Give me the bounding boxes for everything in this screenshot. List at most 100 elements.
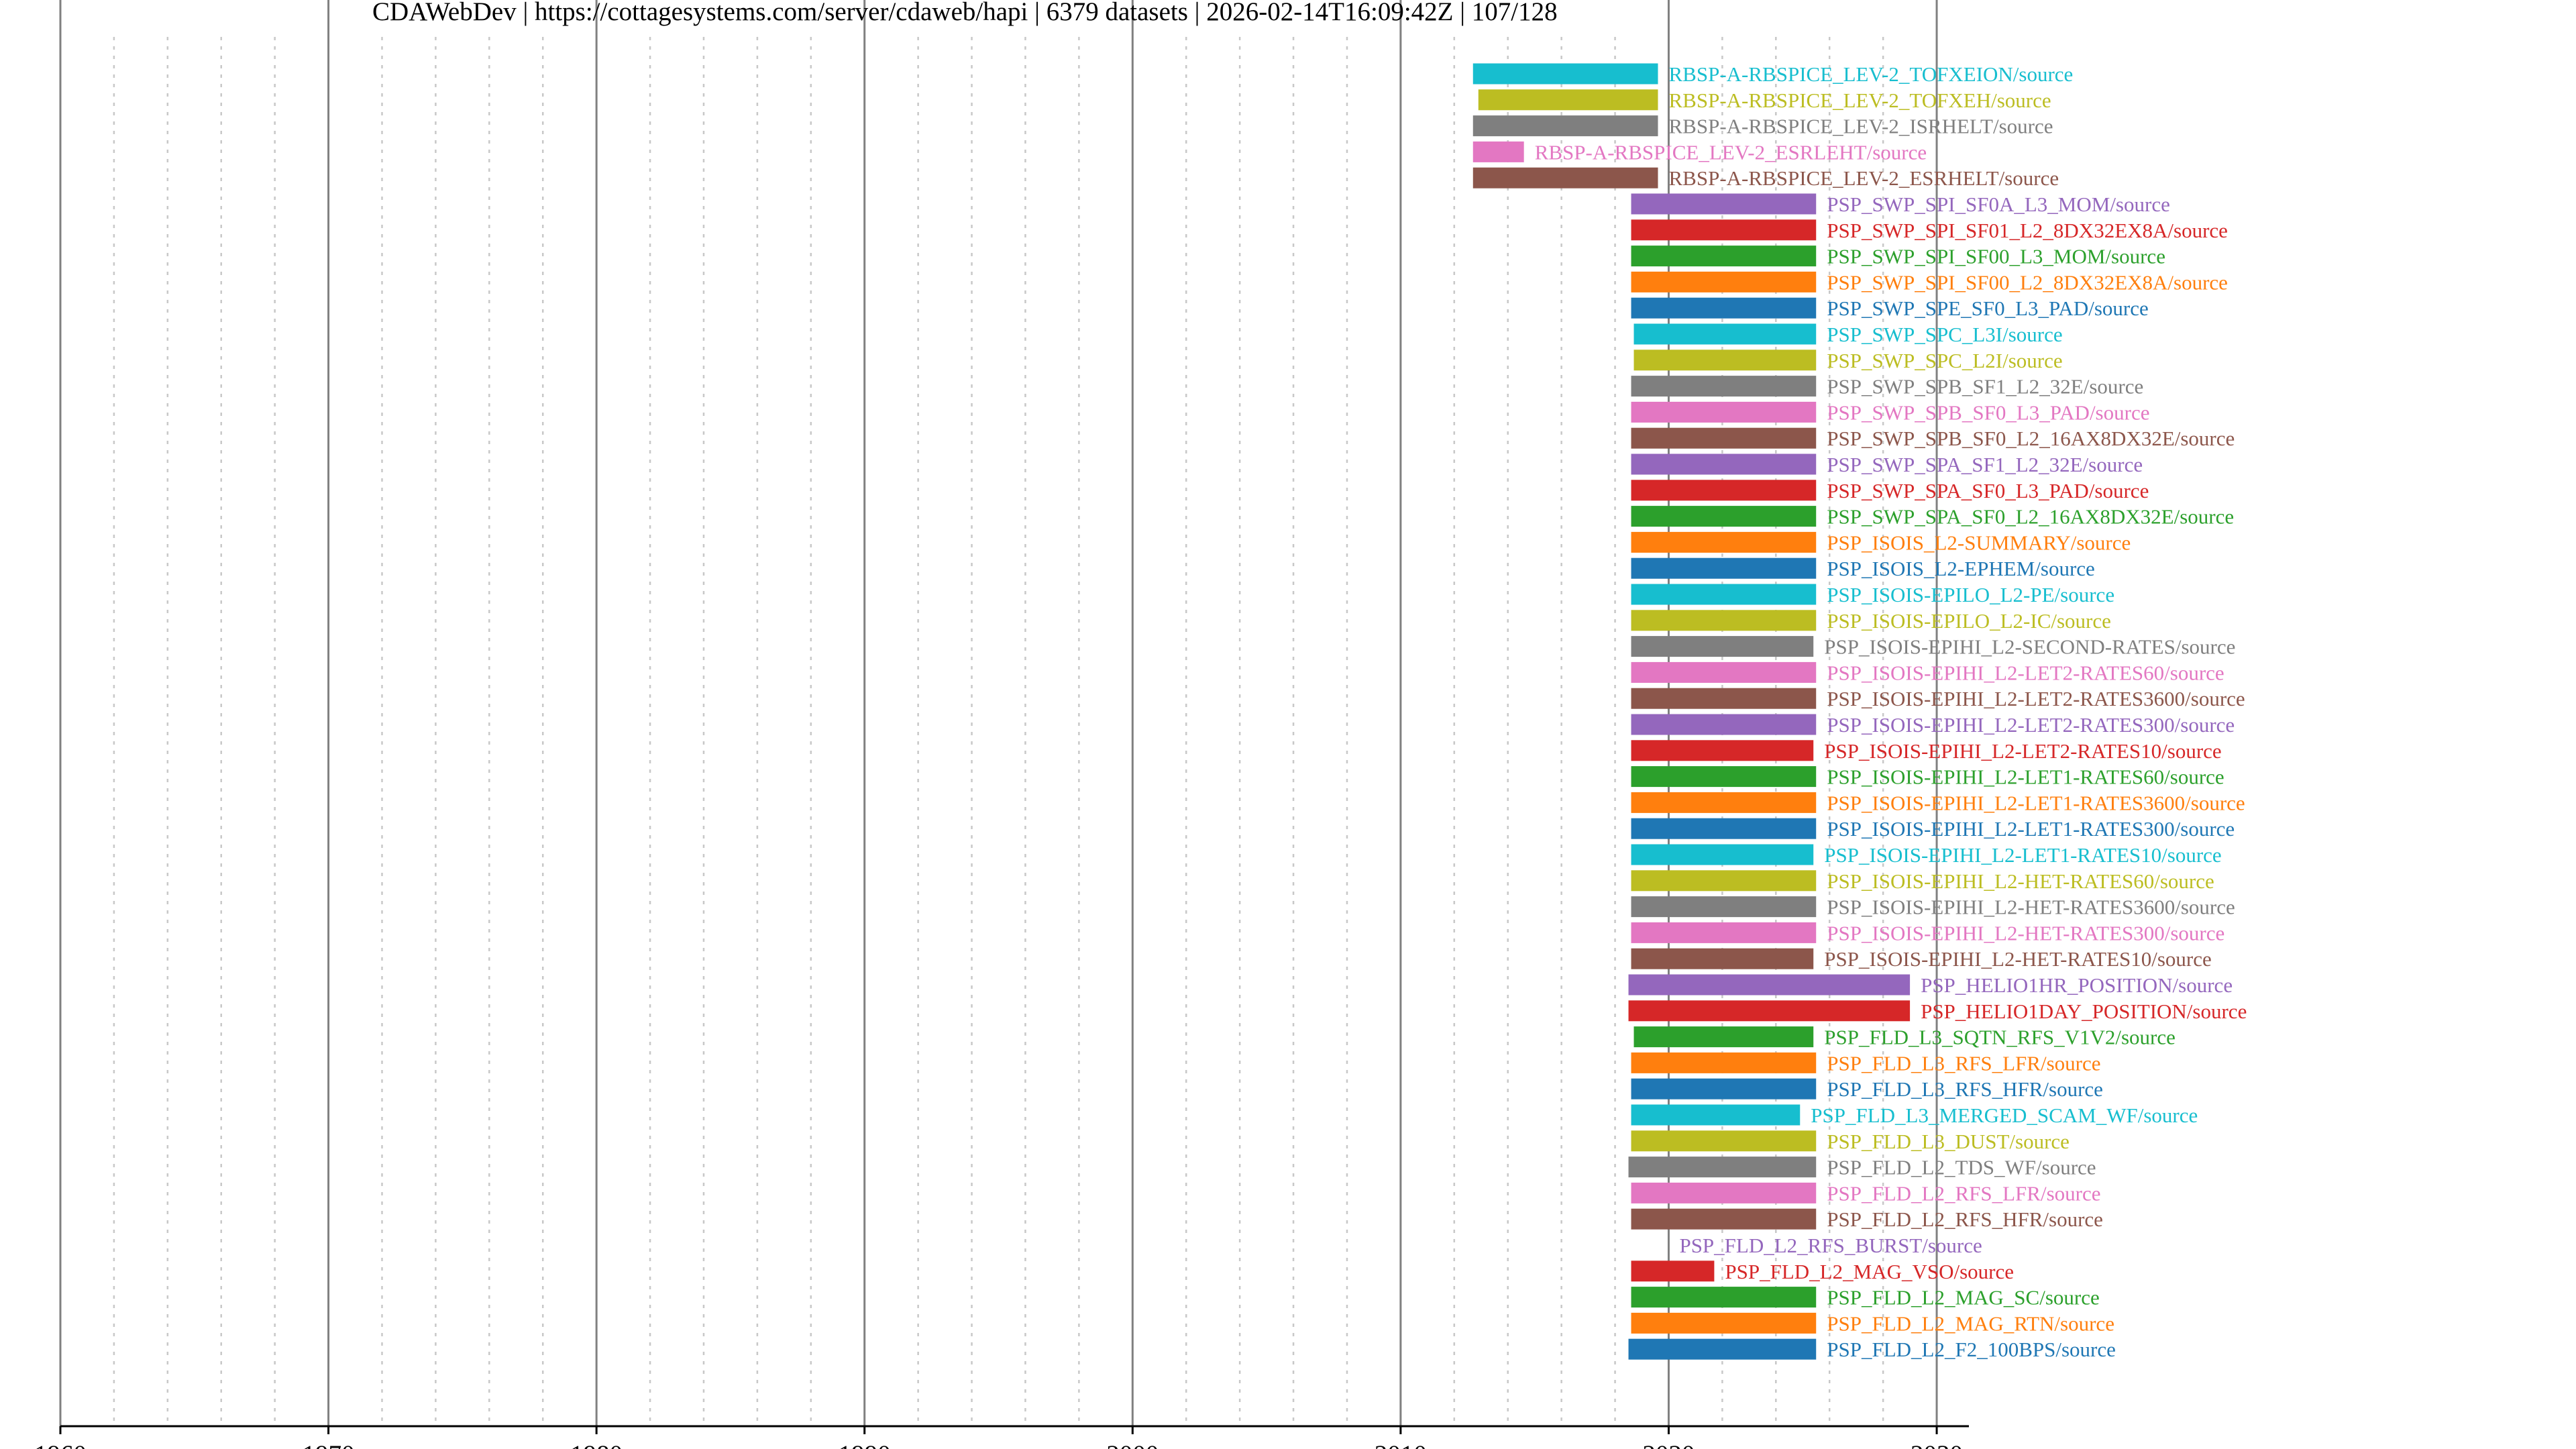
dataset-label: PSP_FLD_L3_RFS_HFR/source [1827,1077,2103,1101]
dataset-bar [1631,1052,1817,1073]
dataset-bar [1631,870,1817,892]
dataset-label: PSP_ISOIS-EPIHI_L2-LET1-RATES10/source [1824,843,2221,867]
dataset-label: PSP_FLD_L2_RFS_LFR/source [1827,1181,2100,1205]
dataset-bar [1631,1260,1715,1282]
x-axis: 1960 1970 1980 1990 2000 2010 2020 2030 [34,1425,1969,1449]
dataset-bar [1631,1208,1817,1230]
dataset-label: PSP_ISOIS_L2-SUMMARY/source [1827,531,2131,554]
dataset-label: PSP_SWP_SPB_SF1_L2_32E/source [1827,375,2143,398]
dataset-label: PSP_SWP_SPI_SF00_L3_MOM/source [1827,245,2165,268]
dataset-bar [1631,427,1817,449]
dataset-label: PSP_ISOIS-EPIHI_L2-LET2-RATES3600/source [1827,687,2245,710]
dataset-label: PSP_SWP_SPA_SF0_L2_16AX8DX32E/source [1827,505,2234,529]
dataset-label: PSP_FLD_L3_MERGED_SCAM_WF/source [1811,1104,2198,1127]
dataset-bar [1631,766,1817,788]
dataset-bar [1631,818,1817,839]
dataset-label: RBSP-A-RBSPICE_LEV-2_ESRLEHT/source [1535,140,1927,164]
dataset-label: RBSP-A-RBSPICE_LEV-2_TOFXEH/source [1668,89,2051,112]
dataset-bar [1631,1130,1817,1152]
dataset-label: PSP_ISOIS-EPIHI_L2-HET-RATES60/source [1827,869,2214,893]
dataset-label: PSP_SWP_SPB_SF0_L2_16AX8DX32E/source [1827,427,2235,450]
dataset-label: PSP_ISOIS-EPIHI_L2-HET-RATES300/source [1827,921,2224,945]
dataset-label: PSP_FLD_L3_RFS_LFR/source [1827,1051,2100,1075]
dataset-bar [1631,246,1817,267]
dataset-bar [1631,792,1817,813]
dataset-bar [1631,584,1817,605]
dataset-bar [1631,844,1814,865]
dataset-bar [1472,141,1524,162]
dataset-label: PSP_HELIO1HR_POSITION/source [1921,973,2233,997]
x-tick-label: 1990 [839,1440,891,1449]
dataset-bar [1631,453,1817,475]
dataset-bar [1631,401,1817,423]
dataset-bar [1631,896,1817,918]
dataset-bar [1631,688,1817,709]
dataset-bar [1631,610,1817,631]
dataset-label: RBSP-A-RBSPICE_LEV-2_ISRHELT/source [1668,115,2053,138]
dataset-bar [1631,480,1817,501]
bars [1472,63,1911,1360]
dataset-label: PSP_FLD_L3_DUST/source [1827,1130,2070,1153]
dataset-label: PSP_FLD_L2_F2_100BPS/source [1827,1338,2116,1361]
dataset-label: PSP_ISOIS-EPIHI_L2-LET2-RATES10/source [1824,739,2221,763]
dataset-label: PSP_ISOIS-EPIHI_L2-LET1-RATES60/source [1827,765,2224,789]
dataset-label: PSP_ISOIS_L2-EPHEM/source [1827,557,2095,580]
chart-title: CDAWebDev | https://cottagesystems.com/s… [372,0,1558,26]
dataset-label: PSP_ISOIS-EPIHI_L2-SECOND-RATES/source [1824,635,2235,659]
dataset-label: PSP_FLD_L2_RFS_HFR/source [1827,1208,2103,1231]
grid [59,0,1938,1426]
dataset-bar [1631,922,1817,943]
dataset-label: PSP_FLD_L2_MAG_VSO/source [1725,1260,2014,1283]
dataset-label: PSP_HELIO1DAY_POSITION/source [1921,1000,2247,1023]
bar-labels: RBSP-A-RBSPICE_LEV-2_TOFXEION/source RBSP… [1535,62,2247,1361]
x-tick-label: 1970 [303,1440,355,1449]
dataset-label: PSP_SWP_SPA_SF1_L2_32E/source [1827,453,2143,476]
dataset-label: PSP_FLD_L2_RFS_BURST/source [1679,1234,1982,1257]
x-tick-label: 2000 [1106,1440,1159,1449]
dataset-bar [1631,661,1817,683]
dataset-label: PSP_SWP_SPA_SF0_L3_PAD/source [1827,479,2149,502]
dataset-label: PSP_SWP_SPI_SF00_L2_8DX32EX8A/source [1827,270,2228,294]
dataset-bar [1631,506,1817,527]
dataset-bar [1631,948,1814,969]
dataset-label: PSP_FLD_L2_MAG_SC/source [1827,1286,2100,1309]
dataset-bar [1628,974,1911,996]
dataset-bar [1631,531,1817,553]
dataset-label: PSP_SWP_SPE_SF0_L3_PAD/source [1827,297,2149,320]
dataset-label: PSP_SWP_SPC_L2I/source [1827,349,2062,372]
dataset-bar [1478,89,1658,111]
dataset-bar [1631,297,1817,319]
dataset-label: RBSP-A-RBSPICE_LEV-2_TOFXEION/source [1668,62,2073,86]
dataset-bar [1631,271,1817,292]
dataset-bar [1472,115,1658,137]
dataset-label: RBSP-A-RBSPICE_LEV-2_ESRHELT/source [1668,166,2059,190]
dataset-label: PSP_FLD_L2_MAG_RTN/source [1827,1311,2114,1335]
dataset-label: PSP_SWP_SPC_L3I/source [1827,323,2062,346]
dataset-label: PSP_ISOIS-EPIHI_L2-LET2-RATES60/source [1827,661,2224,684]
dataset-label: PSP_SWP_SPB_SF0_L3_PAD/source [1827,400,2149,424]
dataset-bar [1631,1104,1801,1126]
dataset-bar [1631,193,1817,215]
dataset-bar [1631,1312,1817,1334]
dataset-label: PSP_ISOIS-EPIHI_L2-LET2-RATES300/source [1827,713,2235,737]
dataset-label: PSP_ISOIS-EPIHI_L2-LET1-RATES300/source [1827,817,2235,841]
dataset-bar [1628,1157,1817,1178]
dataset-bar [1628,1338,1817,1360]
dataset-bar [1472,63,1658,85]
dataset-bar [1631,1078,1817,1099]
x-tick-label: 2010 [1375,1440,1427,1449]
dataset-bar [1628,1000,1911,1022]
dataset-label: PSP_FLD_L3_SQTN_RFS_V1V2/source [1824,1026,2176,1049]
dataset-bar [1631,219,1817,241]
dataset-label: PSP_ISOIS-EPIHI_L2-HET-RATES3600/source [1827,896,2235,919]
dataset-label: PSP_FLD_L2_TDS_WF/source [1827,1156,2096,1179]
dataset-label: PSP_ISOIS-EPILO_L2-PE/source [1827,583,2114,606]
dataset-label: PSP_ISOIS-EPIHI_L2-HET-RATES10/source [1824,947,2212,971]
dataset-bar [1631,636,1814,657]
dataset-bar [1633,350,1817,371]
x-tick-label: 1960 [34,1440,87,1449]
dataset-bar [1631,714,1817,735]
dataset-bar [1631,740,1814,761]
dataset-label: PSP_ISOIS-EPILO_L2-IC/source [1827,609,2111,633]
